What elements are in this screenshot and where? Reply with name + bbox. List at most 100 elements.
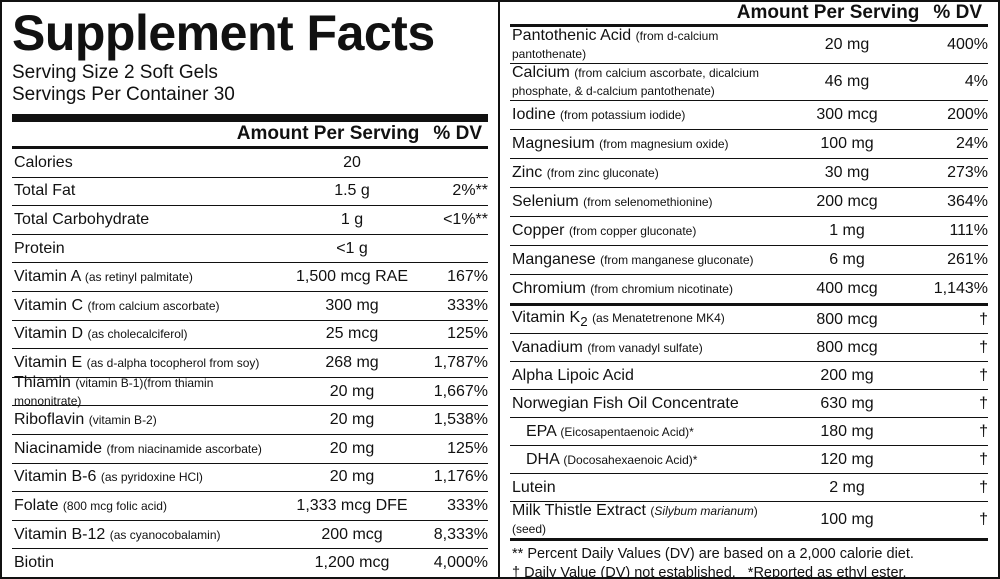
daily-value: †: [979, 511, 988, 528]
nutrient-name: Vitamin C: [14, 296, 84, 314]
footnote: *Reported as ethyl ester.: [747, 565, 907, 579]
daily-value: 273%: [947, 164, 988, 181]
nutrient: DHA (Docosahexaenoic Acid)*: [510, 451, 772, 469]
nutrient-source: (from calcium ascorbate, dicalcium phosp…: [512, 66, 759, 98]
amount: 100 mg: [820, 135, 874, 152]
nutrient: Calcium (from calcium ascorbate, dicalci…: [510, 64, 772, 100]
row: DHA (Docosahexaenoic Acid)* 120 mg †: [510, 446, 988, 474]
footnotes: ** Percent Daily Values (DV) are based o…: [510, 538, 988, 579]
nutrient-source: (from zinc gluconate): [546, 166, 659, 180]
nutrient-name: Total Fat: [14, 182, 76, 200]
nutrient: Protein: [12, 240, 282, 258]
row: Alpha Lipoic Acid 200 mg †: [510, 362, 988, 390]
nutrient-source: (vitamin B-1)(from thiamin mononitrate): [14, 375, 214, 408]
nutrient: Vitamin B-6 (as pyridoxine HCl): [12, 468, 282, 486]
nutrient: Vitamin D (as cholecalciferol): [12, 325, 282, 343]
nutrient-name: Vitamin A: [14, 268, 81, 286]
daily-value: 400%: [947, 36, 988, 53]
nutrient-name: Calories: [14, 153, 73, 171]
footnote-line: † Daily Value (DV) not established. *Repo…: [512, 564, 986, 579]
daily-value: 125%: [447, 439, 488, 457]
nutrient: Chromium (from chromium nicotinate): [510, 280, 772, 298]
daily-value: †: [979, 478, 988, 496]
footnote-line: ** Percent Daily Values (DV) are based o…: [512, 545, 986, 564]
nutrient-name: Vanadium: [512, 338, 583, 356]
daily-value: †: [979, 366, 988, 384]
row: Vitamin D (as cholecalciferol) 25 mcg 125%: [12, 321, 488, 350]
nutrient: Alpha Lipoic Acid: [510, 367, 772, 385]
row: Lutein 2 mg †: [510, 474, 988, 502]
nutrient-source: (from calcium ascorbate): [87, 298, 220, 313]
daily-value: 24%: [955, 135, 988, 152]
amount: 400 mcg: [816, 280, 878, 297]
nutrient: Magnesium (from magnesium oxide): [510, 135, 772, 153]
nutrient-source: (from niacinamide ascorbate): [106, 441, 262, 456]
row: Selenium (from selenomethionine) 200 mcg 3…: [510, 188, 988, 217]
row: Vanadium (from vanadyl sulfate) 800 mcg †: [510, 334, 988, 362]
nutrient-source: (as pyridoxine HCl): [100, 470, 203, 485]
daily-value: †: [979, 394, 988, 412]
nutrient: Iodine (from potassium iodide): [510, 106, 772, 124]
amount: 20 mg: [329, 439, 375, 457]
title: Supplement Facts: [12, 5, 435, 61]
nutrient-name: Vitamin B-12: [14, 525, 106, 543]
nutrient-name: Magnesium: [512, 135, 595, 152]
amount: 1,500 mcg RAE: [295, 268, 409, 286]
daily-value: †: [979, 338, 988, 356]
amount: <1 g: [336, 239, 368, 257]
row: Folate (800 mcg folic acid) 1,333 mcg DFE…: [12, 492, 488, 521]
daily-value: 333%: [447, 296, 488, 314]
row: EPA (Eicosapentaenoic Acid)* 180 mg †: [510, 418, 988, 446]
servings-per-container: Servings Per Container 30: [12, 84, 235, 105]
nutrient-source: )(seed): [512, 504, 758, 536]
daily-value: 200%: [947, 106, 988, 123]
header-amount: Amount Per Serving: [236, 123, 420, 144]
nutrient: Milk Thistle Extract (Silybum marianum)(…: [510, 502, 772, 538]
nutrient: Total Carbohydrate: [12, 211, 282, 229]
amount: 268 mg: [325, 353, 379, 371]
nutrient: Vitamin C (from calcium ascorbate): [12, 297, 282, 315]
daily-value: 261%: [947, 251, 988, 268]
nutrient-source: (: [650, 504, 655, 518]
amount: 200 mcg: [816, 193, 878, 210]
nutrient: Riboflavin (vitamin B-2): [12, 411, 282, 429]
nutrient: Vanadium (from vanadyl sulfate): [510, 339, 772, 357]
nutrient-source: (Docosahexaenoic Acid)*: [563, 452, 698, 467]
amount: 180 mg: [820, 422, 874, 440]
amount: 46 mg: [824, 73, 870, 90]
amount: 200 mg: [820, 366, 874, 384]
nutrient-name: Total Carbohydrate: [14, 210, 150, 228]
nutrient-name: Alpha Lipoic Acid: [512, 366, 634, 384]
nutrient: Copper (from copper gluconate): [510, 222, 772, 240]
daily-value: 111%: [949, 222, 988, 239]
nutrient-source: (as d-alpha tocopherol from soy): [86, 355, 260, 370]
daily-value: 1,667%: [433, 382, 488, 400]
daily-value: 167%: [447, 268, 488, 286]
nutrient-name: EPA: [526, 422, 556, 440]
nutrient-source: (as retinyl palmitate): [84, 270, 193, 285]
amount: 20 mg: [329, 411, 375, 429]
nutrient-name: Folate: [14, 496, 59, 514]
row: Vitamin K2 (as Menatetrenone MK4) 800 mcg…: [510, 306, 988, 334]
daily-value: 1,538%: [433, 411, 488, 429]
nutrient-name: Riboflavin: [14, 411, 85, 429]
amount: 6 mg: [829, 251, 865, 268]
row: Vitamin E (as d-alpha tocopherol from so…: [12, 349, 488, 378]
row: Calories 20: [12, 149, 488, 178]
row: Thiamin (vitamin B-1)(from thiamin monon…: [12, 374, 488, 408]
row: Protein <1 g: [12, 235, 488, 264]
amount: 100 mg: [820, 511, 874, 528]
nutrient-source: (from chromium nicotinate): [590, 282, 733, 296]
nutrient: Calories: [12, 154, 282, 172]
amount: 120 mg: [820, 450, 874, 468]
amount: 630 mg: [820, 394, 874, 412]
row: Pantothenic Acid (from d-calcium pantoth…: [510, 27, 988, 64]
nutrient-name: Lutein: [512, 478, 556, 496]
amount: 20 mg: [329, 382, 375, 400]
footnote: † Daily Value (DV) not established.: [512, 565, 736, 579]
amount: 800 mcg: [816, 338, 878, 356]
nutrient-name: Calcium: [512, 64, 570, 81]
amount: 1 g: [340, 210, 364, 228]
amount: 1,333 mcg DFE: [296, 496, 408, 514]
